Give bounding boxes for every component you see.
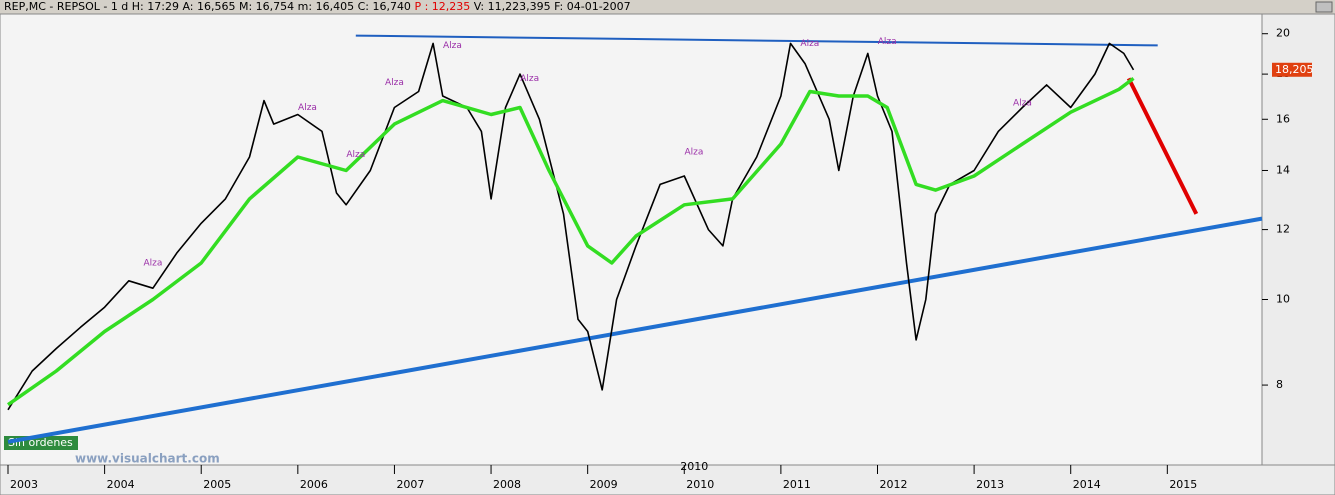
annotation: Alza	[684, 147, 703, 157]
header-bar	[0, 0, 1335, 14]
header-part: V: 11,223,395 F: 04-01-2007	[474, 0, 631, 13]
price-tag	[1272, 62, 1312, 77]
annotation: Alza	[878, 37, 897, 47]
x-tick-label: 2014	[1073, 478, 1101, 491]
x-axis-panel	[0, 464, 1335, 495]
x-tick-label: 2003	[10, 478, 38, 491]
header-part: REP,MC - REPSOL - 1 d H: 17:29 A: 16,565…	[4, 0, 411, 13]
x-tick-label: 2006	[300, 478, 328, 491]
x-tick-label: 2008	[493, 478, 521, 491]
x-tick-label: 2012	[879, 478, 907, 491]
header-text: REP,MC - REPSOL - 1 d H: 17:29 A: 16,565…	[4, 0, 631, 13]
x-tick-label: 2015	[1169, 478, 1197, 491]
header: REP,MC - REPSOL - 1 d H: 17:29 A: 16,565…	[4, 0, 631, 13]
y-tick-label: 16	[1276, 112, 1290, 125]
window-button[interactable]	[1315, 1, 1333, 13]
watermark: www.visualchart.com	[75, 452, 220, 466]
x-tick-label: 2009	[590, 478, 618, 491]
annotation: Alza	[346, 150, 365, 160]
x-tick-label: 2010	[686, 478, 714, 491]
annotation: Alza	[443, 41, 462, 51]
price-tag-label: 18,205	[1275, 63, 1314, 76]
line-path	[7, 216, 1263, 444]
annotation: Alza	[298, 103, 317, 113]
y-tick-label: 12	[1276, 223, 1290, 236]
y-tick-label: 14	[1276, 163, 1290, 176]
y-axis-panel	[1261, 13, 1335, 466]
line-path	[355, 34, 1158, 47]
y-tick-label: 8	[1276, 378, 1283, 391]
annotation: Alza	[385, 78, 404, 88]
x-tick-label: 2011	[783, 478, 811, 491]
x-tick-label: 2004	[107, 478, 135, 491]
line-path	[1126, 77, 1199, 215]
x-tick-label: 2005	[203, 478, 231, 491]
annotation: Alza	[520, 74, 539, 84]
header-part: P : 12,235	[414, 0, 470, 13]
annotation: Alza	[800, 39, 819, 49]
line-path	[6, 77, 1135, 407]
marker-label: 2010	[680, 460, 708, 473]
y-tick-label: 20	[1276, 27, 1290, 40]
line-path	[7, 42, 1135, 411]
x-tick-label: 2013	[976, 478, 1004, 491]
x-tick-label: 2007	[396, 478, 424, 491]
annotation: Alza	[143, 258, 162, 268]
annotation: Alza	[1013, 98, 1032, 108]
y-tick-label: 10	[1276, 293, 1290, 306]
